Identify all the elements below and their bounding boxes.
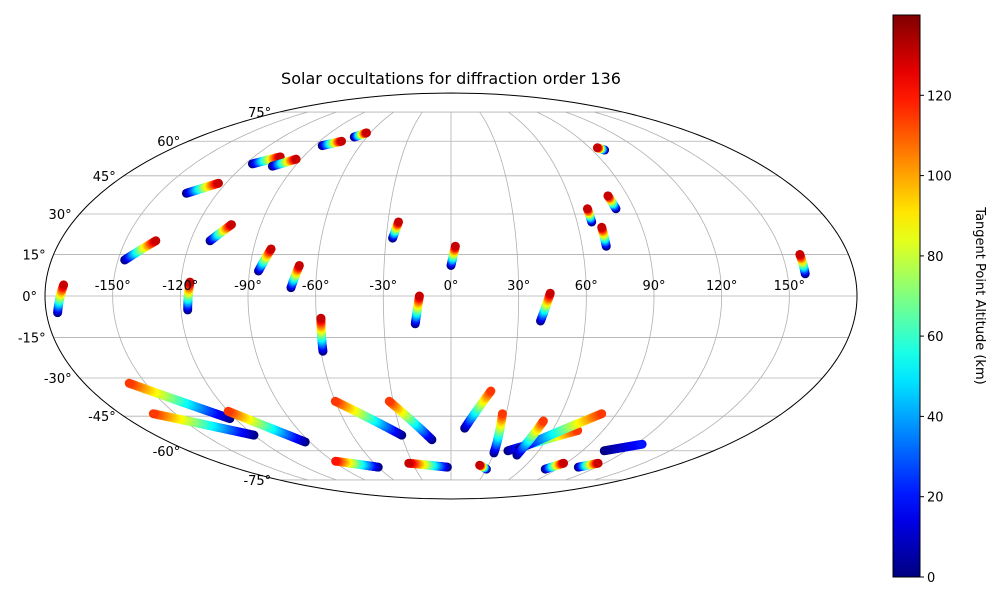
- track-point: [185, 277, 195, 287]
- track-point: [486, 386, 496, 396]
- mollweide-map: [44, 92, 858, 500]
- track-point: [404, 458, 414, 468]
- latitude-tick-label: -45°: [88, 410, 116, 425]
- track-point: [603, 191, 613, 201]
- track-point: [475, 460, 485, 470]
- longitude-tick-label: 150°: [774, 279, 805, 294]
- colorbar-ticks: 0 20 40 60 80 100 120: [920, 89, 952, 586]
- longitude-labels: -150° -120° -90° -60° -30° 0° 30° 60° 90° 120° 150…: [95, 279, 805, 294]
- track-point: [795, 249, 805, 259]
- latitude-tick-label: 45°: [93, 170, 116, 185]
- track-point: [361, 128, 371, 138]
- colorbar-tick-label: 80: [927, 250, 944, 265]
- longitude-tick-label: -150°: [95, 279, 131, 294]
- latitude-tick-label: 15°: [23, 248, 46, 263]
- latitude-labels: 75° 60° 45° 30° 15° 0° -15° -30° -45° -60° -75°: [18, 106, 271, 489]
- colorbar-tick-label: 60: [927, 330, 944, 345]
- track-point: [450, 241, 460, 251]
- track-point: [151, 236, 161, 246]
- colorbar: 0 20 40 60 80 100 120 Tangent Point Altitude (…: [892, 14, 987, 586]
- track-point: [291, 154, 301, 164]
- track-point: [384, 396, 394, 406]
- colorbar-label: Tangent Point Altitude (km): [972, 206, 987, 384]
- latitude-tick-label: 0°: [22, 290, 37, 305]
- track-point: [538, 416, 548, 426]
- track-point: [592, 143, 602, 153]
- graticule: [45, 111, 857, 481]
- track-point: [414, 291, 424, 301]
- occultation-tracks: [53, 128, 810, 474]
- latitude-tick-label: -75°: [243, 474, 271, 489]
- longitude-tick-label: 90°: [642, 279, 665, 294]
- track-point: [337, 136, 347, 146]
- track-point: [213, 178, 223, 188]
- longitude-tick-label: 120°: [706, 279, 737, 294]
- track-point: [597, 409, 607, 419]
- colorbar-tick-label: 0: [927, 571, 935, 586]
- colorbar-tick-label: 20: [927, 491, 944, 506]
- track-point: [637, 439, 647, 449]
- latitude-tick-label: -30°: [44, 372, 72, 387]
- chart-title: Solar occultations for diffraction order…: [281, 69, 621, 88]
- colorbar-tick-label: 120: [927, 89, 952, 104]
- track-point: [266, 244, 276, 254]
- track-point: [148, 409, 158, 419]
- colorbar-tick-label: 40: [927, 410, 944, 425]
- track-point: [330, 396, 340, 406]
- track-point: [124, 378, 134, 388]
- track-point: [497, 409, 507, 419]
- track-point: [582, 204, 592, 214]
- longitude-tick-label: 60°: [575, 279, 598, 294]
- latitude-tick-label: 30°: [49, 208, 72, 223]
- longitude-tick-label: -90°: [234, 279, 262, 294]
- colorbar-gradient: [892, 14, 921, 578]
- latitude-tick-label: 60°: [157, 135, 180, 150]
- longitude-tick-label: -30°: [369, 279, 397, 294]
- longitude-tick-label: -120°: [162, 279, 198, 294]
- latitude-tick-label: -60°: [153, 445, 181, 460]
- track-point: [294, 260, 304, 270]
- track-point: [59, 280, 69, 290]
- track-point: [394, 217, 403, 227]
- latitude-tick-label: 75°: [248, 106, 271, 121]
- track-point: [545, 288, 555, 298]
- colorbar-tick-label: 100: [927, 170, 952, 185]
- map-outline: [44, 92, 858, 500]
- track-point: [593, 458, 603, 468]
- track-point: [223, 406, 233, 416]
- longitude-tick-label: 0°: [444, 279, 459, 294]
- longitude-tick-label: 30°: [507, 279, 530, 294]
- track-point: [316, 313, 326, 323]
- track-point: [331, 456, 341, 466]
- longitude-tick-label: -60°: [302, 279, 330, 294]
- track-point: [597, 222, 607, 232]
- track-point: [559, 458, 569, 468]
- track-point: [226, 220, 236, 230]
- latitude-tick-label: -15°: [18, 332, 46, 347]
